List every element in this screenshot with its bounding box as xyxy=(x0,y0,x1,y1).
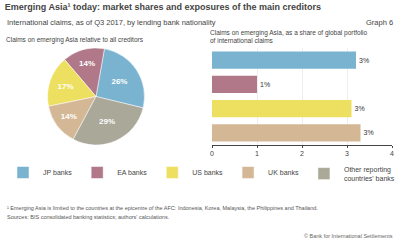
svg-text:3%: 3% xyxy=(355,105,365,112)
svg-text:3: 3 xyxy=(345,150,349,157)
svg-text:0: 0 xyxy=(210,150,214,157)
svg-text:Claims on emerging Asia relati: Claims on emerging Asia relative to all … xyxy=(6,36,144,44)
svg-text:International claims, as of Q3: International claims, as of Q3 2017, by … xyxy=(7,18,216,27)
svg-text:Sources: BIS consolidated bank: Sources: BIS consolidated banking statis… xyxy=(7,214,170,220)
svg-text:© Bank for International Settl: © Bank for International Settlements xyxy=(304,233,393,239)
svg-text:14%: 14% xyxy=(79,59,95,68)
svg-text:29%: 29% xyxy=(99,117,115,126)
svg-text:17%: 17% xyxy=(58,82,74,91)
svg-text:Claims on emerging Asia, as a: Claims on emerging Asia, as a share of g… xyxy=(210,29,368,44)
svg-text:JP banks: JP banks xyxy=(43,169,72,176)
svg-text:3%: 3% xyxy=(364,129,374,136)
svg-text:1: 1 xyxy=(255,150,259,157)
svg-text:Graph 6: Graph 6 xyxy=(366,18,393,27)
svg-text:4: 4 xyxy=(390,150,394,157)
svg-text:3%: 3% xyxy=(359,57,369,64)
svg-text:1%: 1% xyxy=(260,81,270,88)
svg-text:¹ Emerging Asia is limited to: ¹ Emerging Asia is limited to the countr… xyxy=(7,205,318,211)
svg-text:Emerging Asia¹ today: market s: Emerging Asia¹ today: market shares and … xyxy=(5,2,321,12)
svg-text:Other reportingcountries' bank: Other reportingcountries' banks xyxy=(344,166,395,182)
svg-text:2: 2 xyxy=(300,150,304,157)
svg-text:EA banks: EA banks xyxy=(117,169,147,176)
svg-text:14%: 14% xyxy=(61,112,77,121)
svg-text:UK banks: UK banks xyxy=(268,169,299,176)
svg-text:US banks: US banks xyxy=(192,169,223,176)
svg-text:26%: 26% xyxy=(111,77,127,86)
